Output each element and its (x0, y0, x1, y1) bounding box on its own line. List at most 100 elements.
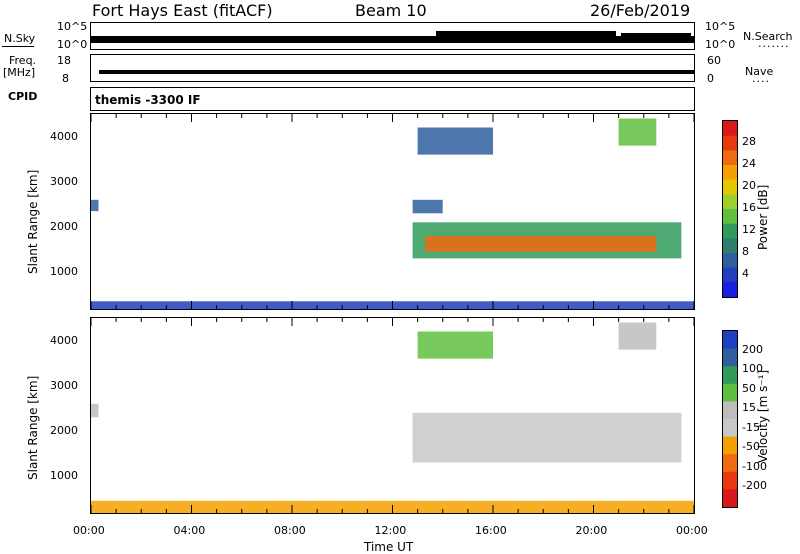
beam-title: Beam 10 (355, 1, 427, 20)
power-ytick-2: 3000 (50, 174, 78, 188)
power-colorbar-cell-0 (723, 121, 737, 137)
power-ytick-0: 1000 (50, 264, 78, 278)
power-region-5 (417, 127, 493, 155)
power-colorbar-cell-2 (723, 150, 737, 166)
x-tick-6: 00:00 (676, 524, 708, 537)
nsky-underline (2, 46, 34, 47)
power-colorbar-tick-0: 28 (742, 135, 756, 148)
power-colorbar-tick-6: 4 (742, 267, 749, 280)
nsky-label: N.Sky (4, 32, 36, 45)
nsky-panel (90, 22, 695, 50)
velocity-ytick-0: 1000 (50, 468, 78, 482)
power-colorbar-cell-3 (723, 165, 737, 181)
power-ytick-1: 2000 (50, 219, 78, 233)
date-title: 26/Feb/2019 (590, 1, 691, 20)
velocity-ytick-1: 2000 (50, 423, 78, 437)
velocity-colorbar-cell-9 (723, 489, 737, 508)
power-colorbar-cell-10 (723, 267, 737, 283)
cpid-value: themis -3300 IF (95, 93, 201, 107)
power-colorbar-cell-5 (723, 194, 737, 210)
station-title: Fort Hays East (fitACF) (92, 1, 273, 20)
power-heatmap (90, 114, 695, 309)
velocity-ylabel: Slant Range [km] (26, 375, 40, 480)
nave-tick-bottom: 0 (707, 72, 714, 85)
nave-label: Nave (745, 65, 774, 78)
power-colorbar-cell-9 (723, 253, 737, 269)
velocity-colorbar-tick-5: -50 (742, 440, 760, 454)
power-colorbar-cell-7 (723, 223, 737, 239)
power-colorbar-tick-2: 20 (742, 179, 756, 192)
nave-legend: ···· (752, 75, 770, 88)
velocity-colorbar-fill (723, 331, 737, 508)
velocity-panel (90, 317, 695, 514)
velocity-colorbar-cell-8 (723, 471, 737, 490)
nsearch-tick-top: 10^5 (705, 20, 736, 33)
velocity-colorbar-tick-7: -200 (742, 479, 767, 493)
power-colorbar-label: Power [dB] (756, 184, 770, 250)
velocity-colorbar (722, 330, 738, 508)
x-axis-label: Time UT (364, 540, 414, 554)
velocity-colorbar-tick-4: -15 (742, 420, 760, 434)
x-tick-1: 04:00 (173, 524, 206, 537)
velocity-region-3 (417, 331, 493, 359)
velocity-colorbar-cell-5 (723, 419, 737, 438)
power-colorbar-tick-3: 16 (742, 201, 756, 214)
power-region-3 (425, 235, 657, 252)
velocity-colorbar-cell-4 (723, 401, 737, 420)
x-tick-4: 16:00 (475, 524, 507, 537)
velocity-colorbar-tick-0: 200 (742, 342, 763, 356)
velocity-colorbar-cell-7 (723, 454, 737, 473)
power-colorbar-cell-4 (723, 179, 737, 195)
velocity-colorbar-tick-3: 15 (742, 401, 756, 415)
power-region-6 (618, 118, 657, 146)
velocity-ytick-3: 4000 (50, 333, 78, 347)
cpid-label: CPID (8, 90, 38, 103)
power-colorbar-cell-6 (723, 209, 737, 225)
velocity-colorbar-cell-2 (723, 366, 737, 385)
velocity-colorbar-cell-6 (723, 436, 737, 455)
power-region-1 (91, 199, 99, 212)
nsky-trace (91, 31, 694, 43)
power-colorbar-cell-1 (723, 135, 737, 151)
freq-panel (90, 54, 695, 82)
cpid-panel: themis -3300 IF (90, 87, 695, 111)
velocity-region-2 (412, 412, 682, 463)
nsearch-tick-bottom: 10^0 (705, 38, 736, 51)
freq-tick-top: 18 (57, 54, 71, 67)
freq-label: Freq. (9, 54, 37, 67)
velocity-ytick-2: 3000 (50, 378, 78, 392)
power-ylabel: Slant Range [km] (26, 169, 40, 274)
power-ytick-3: 4000 (50, 129, 78, 143)
x-tick-0: 00:00 (73, 524, 105, 537)
nsearch-legend: ······· (758, 40, 790, 53)
velocity-colorbar-cell-1 (723, 348, 737, 367)
x-tick-3: 12:00 (374, 524, 407, 537)
nsky-tick-top: 10^5 (57, 20, 88, 33)
power-colorbar-tick-4: 12 (742, 223, 756, 236)
power-region-4 (412, 199, 443, 214)
velocity-colorbar-cell-3 (723, 383, 737, 402)
freq-unit-label: [MHz] (3, 66, 36, 79)
velocity-heatmap (90, 318, 695, 513)
power-colorbar (722, 120, 738, 298)
velocity-colorbar-tick-6: -100 (742, 459, 767, 473)
power-colorbar-fill (723, 121, 737, 298)
power-panel (90, 113, 695, 310)
power-colorbar-cell-8 (723, 238, 737, 254)
velocity-region-1 (91, 403, 99, 418)
power-colorbar-cell-11 (723, 282, 737, 298)
power-colorbar-tick-5: 8 (742, 245, 749, 258)
velocity-colorbar-tick-2: 50 (742, 381, 756, 395)
velocity-colorbar-tick-1: 100 (742, 362, 763, 376)
nave-tick-top: 60 (707, 54, 721, 67)
freq-trace (99, 70, 694, 74)
nsky-tick-bottom: 10^0 (57, 38, 88, 51)
velocity-colorbar-label: Velocity [m s⁻¹] (756, 369, 770, 463)
nsearch-label: N.Search (743, 30, 793, 43)
velocity-colorbar-cell-0 (723, 331, 737, 350)
velocity-region-4 (618, 322, 657, 350)
x-tick-2: 08:00 (274, 524, 306, 537)
freq-tick-bottom: 8 (62, 72, 69, 85)
power-colorbar-tick-1: 24 (742, 157, 756, 170)
x-tick-5: 20:00 (575, 524, 608, 537)
